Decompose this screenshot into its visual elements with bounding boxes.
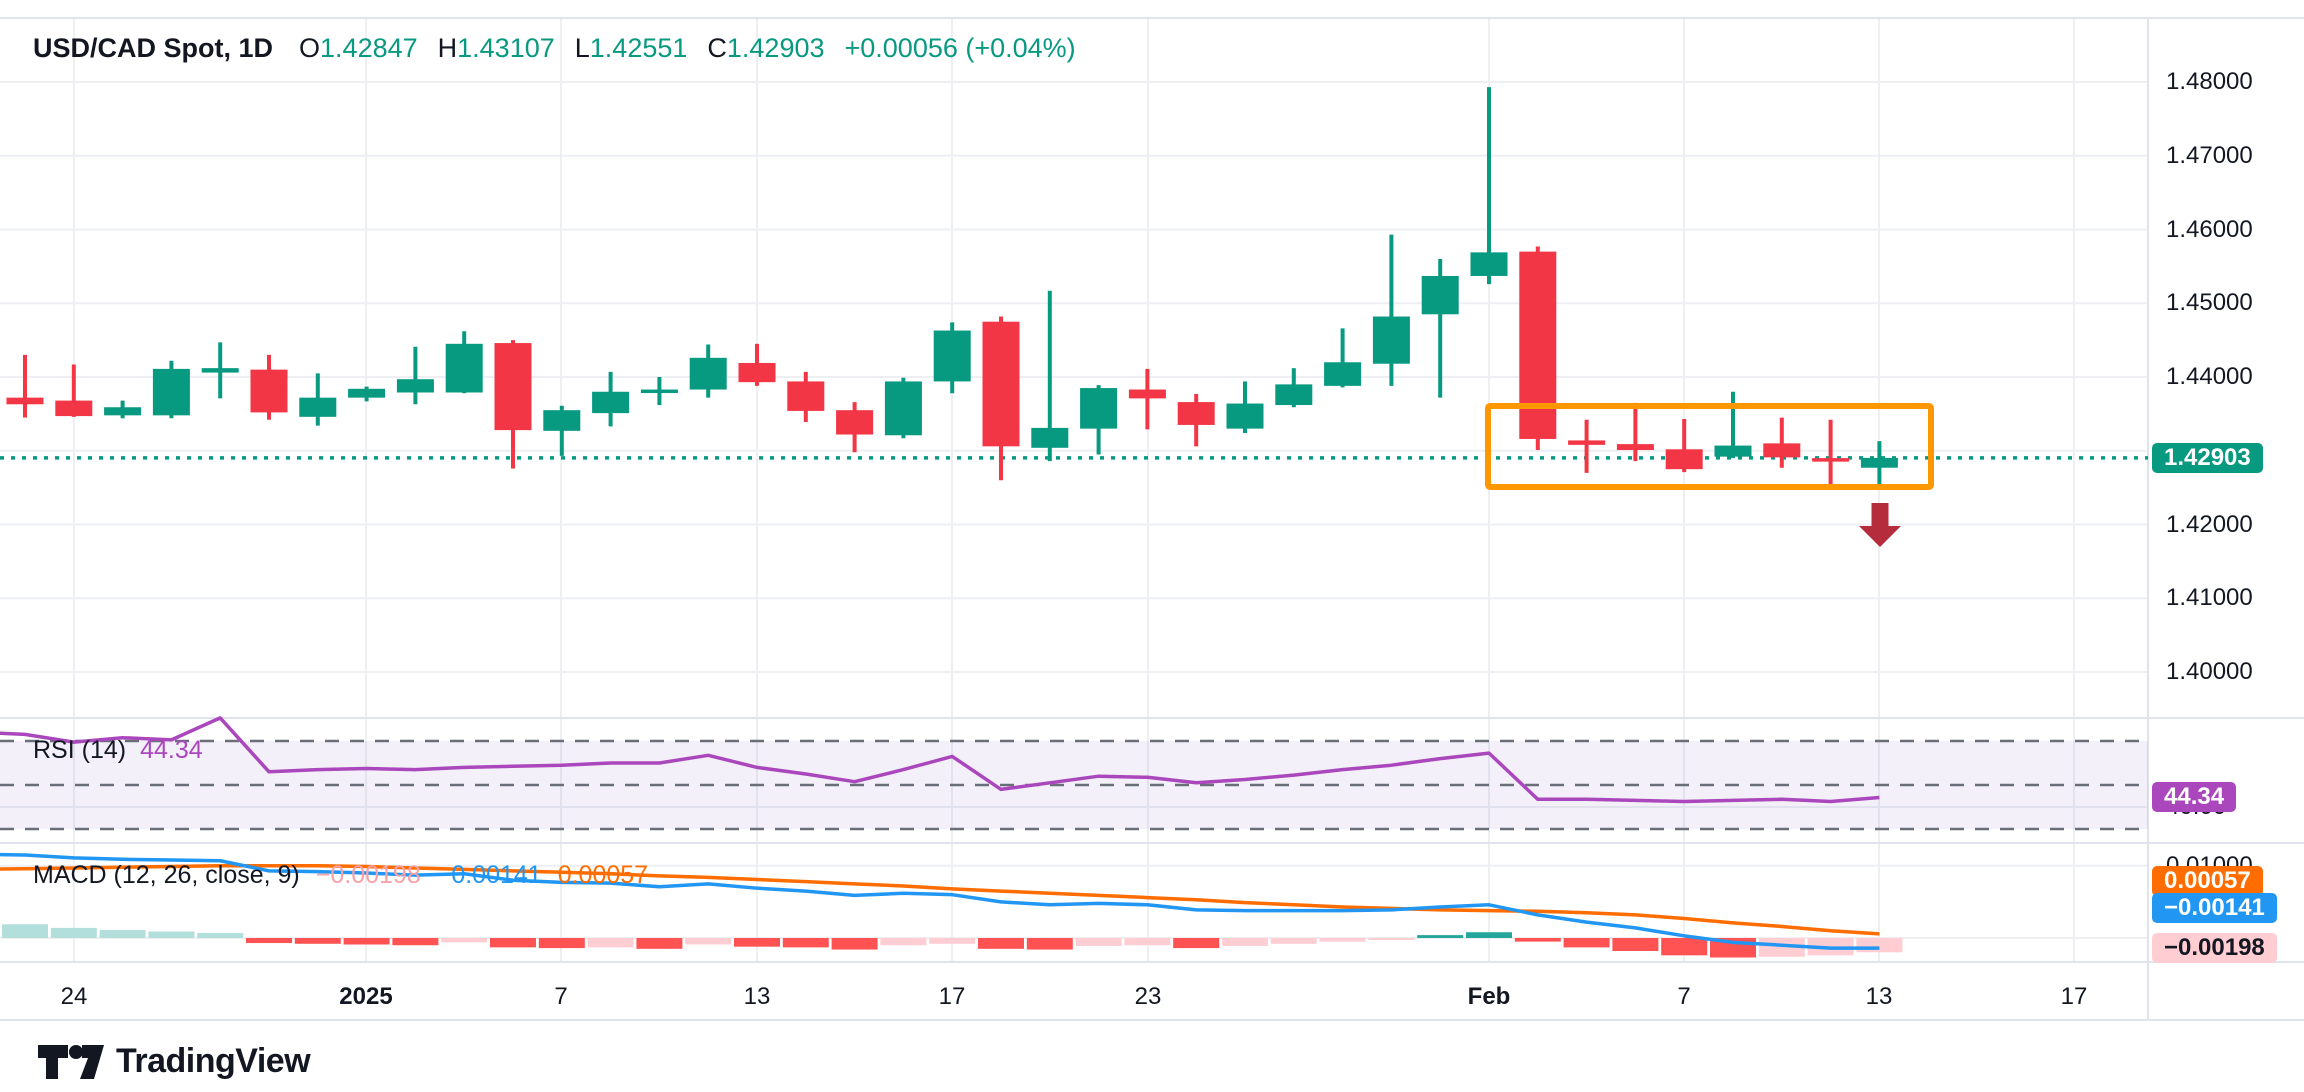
candle-body bbox=[933, 330, 971, 382]
candle-body bbox=[689, 357, 727, 390]
macd-bar bbox=[929, 938, 976, 944]
macd-bar bbox=[685, 938, 732, 945]
macd-bar bbox=[636, 938, 683, 949]
candle-body bbox=[1714, 445, 1752, 457]
macd-bar bbox=[1563, 938, 1610, 948]
candle-body bbox=[1421, 275, 1459, 315]
macd-bar bbox=[978, 938, 1024, 949]
candle-body bbox=[6, 397, 44, 405]
candle-body bbox=[1860, 457, 1898, 468]
macd-bar bbox=[1222, 938, 1268, 946]
macd-bar bbox=[880, 938, 927, 946]
macd-bar bbox=[1026, 938, 1073, 950]
macd-bar bbox=[1612, 938, 1659, 951]
candle-body bbox=[494, 343, 532, 431]
macd-bar bbox=[197, 932, 244, 938]
rsi-line bbox=[0, 716, 1880, 804]
candle-body bbox=[201, 368, 239, 373]
macd-bar bbox=[1417, 935, 1464, 938]
candle-body bbox=[1275, 384, 1313, 406]
candle-body bbox=[884, 381, 922, 436]
macd-bar bbox=[1661, 938, 1708, 956]
candle-body bbox=[396, 379, 434, 393]
consolidation-box[interactable] bbox=[1485, 403, 1934, 490]
candle-body bbox=[543, 410, 581, 431]
macd-line bbox=[0, 852, 1880, 950]
candle-body bbox=[1031, 427, 1069, 448]
candle-body bbox=[299, 397, 337, 417]
candle-body bbox=[592, 391, 630, 414]
candle-body bbox=[348, 388, 386, 398]
macd-bar bbox=[1124, 938, 1171, 946]
candle-body bbox=[1128, 389, 1166, 399]
macd-bar bbox=[1270, 938, 1317, 944]
macd-bar bbox=[1075, 938, 1122, 946]
macd-bar bbox=[1319, 938, 1366, 942]
candle-body bbox=[640, 389, 678, 394]
macd-bar bbox=[1173, 938, 1220, 949]
candle-body bbox=[1812, 458, 1850, 462]
candle-body bbox=[1763, 443, 1801, 458]
macd-signal-line bbox=[0, 864, 1880, 936]
macd-bar bbox=[99, 930, 146, 938]
macd-bar bbox=[490, 938, 536, 948]
macd-bar bbox=[2, 924, 48, 938]
candle-body bbox=[152, 368, 190, 416]
macd-bar bbox=[1466, 932, 1512, 938]
candle-body bbox=[445, 343, 483, 393]
macd-bar bbox=[1758, 938, 1805, 957]
candle-body bbox=[738, 362, 776, 383]
candle-body bbox=[55, 400, 93, 417]
macd-bar bbox=[587, 938, 634, 948]
candle-body bbox=[104, 407, 142, 416]
macd-bar bbox=[831, 938, 878, 950]
macd-bar bbox=[294, 938, 341, 944]
candle-body bbox=[787, 381, 825, 411]
macd-bar bbox=[50, 927, 97, 938]
candle-body bbox=[1324, 362, 1362, 386]
macd-bar bbox=[1856, 938, 1903, 953]
candle-body bbox=[1226, 403, 1264, 429]
macd-histogram bbox=[2, 924, 1903, 958]
candle-body bbox=[1470, 252, 1508, 276]
macd-bar bbox=[1368, 938, 1415, 940]
macd-bar bbox=[1514, 938, 1561, 942]
candle-body bbox=[250, 369, 288, 413]
candle-body bbox=[1080, 388, 1118, 429]
macd-bar bbox=[343, 938, 390, 945]
candle-body bbox=[1568, 440, 1606, 445]
candle-body bbox=[1519, 251, 1557, 439]
candle-body bbox=[1372, 316, 1410, 364]
macd-bar bbox=[734, 938, 780, 947]
candle-body bbox=[1616, 444, 1654, 451]
macd-bar bbox=[148, 931, 195, 938]
macd-bar bbox=[246, 938, 292, 944]
candle-body bbox=[1177, 402, 1215, 425]
macd-bar bbox=[392, 938, 439, 946]
macd-bar bbox=[782, 938, 829, 948]
candle-body bbox=[1665, 449, 1703, 470]
macd-bar bbox=[538, 938, 585, 949]
down-arrow[interactable] bbox=[1859, 503, 1901, 547]
candle-body bbox=[982, 321, 1020, 447]
macd-bar bbox=[441, 938, 488, 943]
candle-body bbox=[836, 410, 874, 435]
